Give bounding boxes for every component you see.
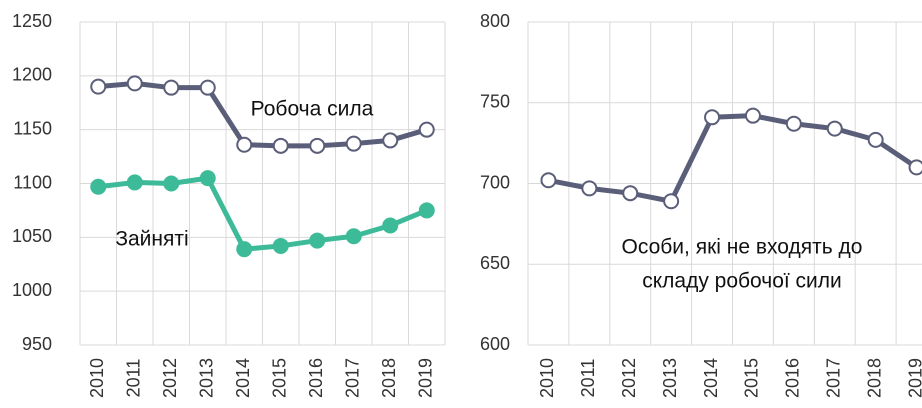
y-tick-label: 1100 — [13, 172, 52, 192]
annotation: складу робочої сили — [642, 270, 842, 293]
x-tick-label: 2013 — [660, 358, 680, 398]
y-tick-label: 750 — [480, 92, 510, 112]
data-point — [199, 79, 216, 96]
y-tick-label: 1050 — [12, 226, 52, 246]
data-point — [704, 109, 721, 126]
x-tick-label: 2011 — [124, 359, 144, 398]
data-point — [163, 79, 180, 96]
x-tick-label: 2016 — [306, 358, 326, 398]
data-point — [236, 241, 253, 258]
x-tick-label: 2019 — [416, 358, 436, 398]
data-point — [309, 232, 326, 249]
y-tick-label: 1000 — [12, 280, 52, 300]
data-point — [126, 75, 143, 92]
x-tick-label: 2017 — [343, 358, 363, 398]
x-tick-label: 2017 — [824, 358, 844, 398]
data-point — [272, 137, 289, 154]
x-tick-label: 2011 — [578, 359, 598, 398]
series-line — [547, 113, 918, 204]
data-point — [908, 159, 922, 176]
x-tick-label: 2018 — [379, 358, 399, 398]
y-tick-label: 1200 — [12, 65, 52, 85]
series-label: Зайняті — [115, 228, 188, 251]
x-tick-label: 2019 — [905, 358, 922, 398]
data-point — [418, 121, 435, 138]
x-tick-label: 2018 — [864, 358, 884, 398]
x-tick-label: 2012 — [619, 358, 639, 398]
y-tick-label: 600 — [480, 334, 510, 354]
annotation: Особи, які не входять до — [622, 236, 863, 259]
data-point — [663, 193, 680, 210]
data-point — [163, 175, 180, 192]
data-point — [272, 237, 289, 254]
x-tick-label: 2013 — [197, 358, 217, 398]
data-point — [867, 131, 884, 148]
data-point — [418, 202, 435, 219]
data-point — [540, 172, 557, 189]
data-point — [785, 115, 802, 132]
x-tick-label: 2016 — [783, 358, 803, 398]
data-point — [199, 170, 216, 187]
y-tick-label: 800 — [480, 11, 510, 31]
data-point — [382, 217, 399, 234]
data-point — [744, 107, 761, 124]
data-point — [826, 120, 843, 137]
data-point — [345, 135, 362, 152]
x-tick-label: 2015 — [270, 358, 290, 398]
data-point — [581, 180, 598, 197]
series-line — [97, 175, 428, 252]
data-point — [236, 136, 253, 153]
y-tick-label: 950 — [22, 334, 52, 354]
x-tick-label: 2010 — [87, 358, 107, 398]
x-tick-label: 2010 — [537, 358, 557, 398]
data-point — [90, 78, 107, 95]
data-point — [126, 174, 143, 191]
series-line — [98, 80, 428, 149]
series-label: Робоча сила — [251, 98, 374, 121]
y-tick-label: 1150 — [13, 118, 52, 138]
y-tick-label: 1250 — [12, 11, 52, 31]
y-tick-label: 700 — [480, 172, 510, 192]
x-tick-label: 2014 — [233, 358, 253, 398]
data-point — [382, 132, 399, 149]
data-point — [345, 228, 362, 245]
data-point — [309, 137, 326, 154]
x-tick-label: 2015 — [742, 358, 762, 398]
x-tick-label: 2012 — [160, 358, 180, 398]
data-point — [90, 178, 107, 195]
x-tick-label: 2014 — [701, 358, 721, 398]
y-tick-label: 650 — [480, 253, 510, 273]
data-point — [622, 185, 639, 202]
